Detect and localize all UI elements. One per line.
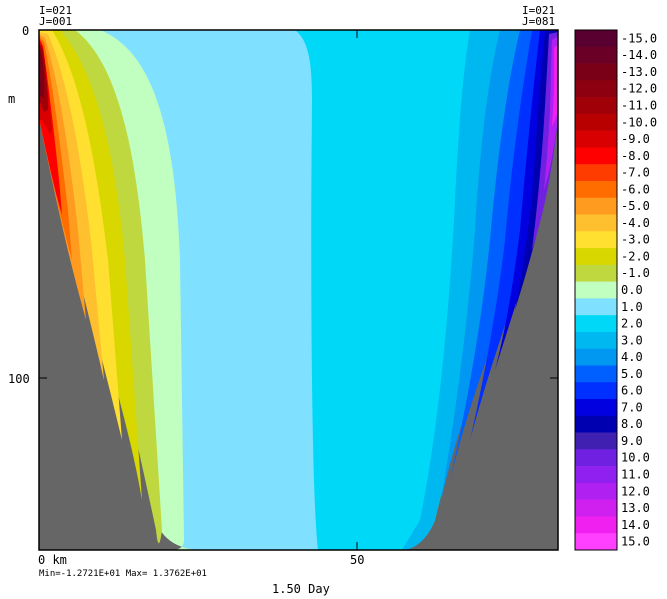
colorbar-label: 9.0 bbox=[621, 434, 643, 448]
colorbar-swatch bbox=[575, 281, 617, 299]
colorbar-swatch bbox=[575, 113, 617, 131]
colorbar-swatch bbox=[575, 533, 617, 551]
colorbar-label: 10.0 bbox=[621, 451, 650, 465]
y-tick-label-100: 100 bbox=[8, 372, 30, 386]
colorbar-label: -5.0 bbox=[621, 199, 650, 213]
corner-label-top-right-i: I=021 bbox=[522, 4, 555, 17]
colorbar-label: 14.0 bbox=[621, 518, 650, 532]
colorbar-label: 7.0 bbox=[621, 400, 643, 414]
colorbar-swatch bbox=[575, 399, 617, 417]
colorbar-label: 11.0 bbox=[621, 468, 650, 482]
colorbar-label: 0.0 bbox=[621, 283, 643, 297]
x-tick-label-50: 50 bbox=[350, 553, 364, 567]
colorbar-label: -6.0 bbox=[621, 182, 650, 196]
colorbar-swatch bbox=[575, 264, 617, 282]
colorbar-frame bbox=[574, 29, 618, 551]
y-unit-label: m bbox=[8, 92, 15, 106]
minmax-text: Min=-1.2721E+01 Max= 1.3762E+01 bbox=[39, 569, 207, 579]
colorbar-label: -2.0 bbox=[621, 249, 650, 263]
colorbar-swatch bbox=[575, 80, 617, 98]
colorbar-swatch bbox=[575, 97, 617, 115]
colorbar-label: 6.0 bbox=[621, 384, 643, 398]
colorbar-swatch bbox=[575, 214, 617, 232]
colorbar-swatch bbox=[575, 180, 617, 199]
colorbar-label: -3.0 bbox=[621, 233, 650, 247]
x-unit-label: 0 km bbox=[38, 553, 67, 567]
colorbar-swatch bbox=[575, 197, 617, 215]
colorbar-label: -15.0 bbox=[621, 31, 657, 45]
colorbar-swatch bbox=[575, 449, 617, 467]
corner-label-top-right-j: J=081 bbox=[522, 15, 555, 28]
colorbar-swatch bbox=[575, 331, 617, 350]
colorbar-label: -8.0 bbox=[621, 149, 650, 163]
colorbar-swatch bbox=[575, 466, 617, 484]
colorbar-label: -1.0 bbox=[621, 266, 650, 280]
colorbar-label: -10.0 bbox=[621, 115, 657, 129]
colorbar-label: -12.0 bbox=[621, 82, 657, 96]
band-neg-10 bbox=[39, 46, 45, 98]
colorbar-label: -9.0 bbox=[621, 132, 650, 146]
axis-ticks bbox=[38, 29, 558, 550]
colorbar-swatch bbox=[575, 315, 617, 333]
colorbar-label: -4.0 bbox=[621, 216, 650, 230]
colorbar-label: 13.0 bbox=[621, 501, 650, 515]
colorbar-label: -14.0 bbox=[621, 48, 657, 62]
colorbar-label: 1.0 bbox=[621, 300, 643, 314]
colorbar-swatch bbox=[575, 248, 617, 266]
colorbar-swatch bbox=[575, 516, 617, 534]
y-tick-label-0: 0 bbox=[22, 24, 29, 38]
band-pos-9 bbox=[552, 44, 558, 126]
colorbar: -15.0 -14.0 -13.0 -12.0 -11.0 -10.0 -9.0 -8.0 -7… bbox=[574, 29, 657, 551]
colorbar-swatch bbox=[575, 30, 617, 48]
colorbar-swatch bbox=[575, 415, 617, 433]
colorbar-swatch bbox=[575, 432, 617, 450]
colorbar-swatch bbox=[575, 298, 617, 316]
colorbar-swatch bbox=[575, 130, 617, 148]
colorbar-label: 8.0 bbox=[621, 417, 643, 431]
corner-label-top-left-i: I=021 bbox=[39, 4, 72, 17]
colorbar-label: 2.0 bbox=[621, 317, 643, 331]
colorbar-label: -7.0 bbox=[621, 166, 650, 180]
colorbar-label: 3.0 bbox=[621, 333, 643, 347]
time-label: 1.50 Day bbox=[272, 582, 330, 596]
colorbar-swatch bbox=[575, 147, 617, 165]
plot-frame bbox=[38, 29, 559, 551]
colorbar-swatch bbox=[575, 164, 617, 182]
colorbar-label: -13.0 bbox=[621, 65, 657, 79]
colorbar-label: 4.0 bbox=[621, 350, 643, 364]
colorbar-swatch bbox=[575, 63, 617, 81]
colorbar-label: 15.0 bbox=[621, 535, 650, 549]
contour-field bbox=[39, 30, 558, 550]
colorbar-label: -11.0 bbox=[621, 98, 657, 112]
corner-label-top-left-j: J=001 bbox=[39, 15, 72, 28]
colorbar-swatch bbox=[575, 482, 617, 500]
colorbar-swatch bbox=[575, 348, 617, 366]
colorbar-label: 12.0 bbox=[621, 484, 650, 498]
colorbar-swatch bbox=[575, 365, 617, 383]
colorbar-swatch bbox=[575, 46, 617, 64]
colorbar-swatch bbox=[575, 382, 617, 400]
colorbar-label: 5.0 bbox=[621, 367, 643, 381]
colorbar-swatch bbox=[575, 499, 617, 517]
colorbar-swatch bbox=[575, 231, 617, 249]
